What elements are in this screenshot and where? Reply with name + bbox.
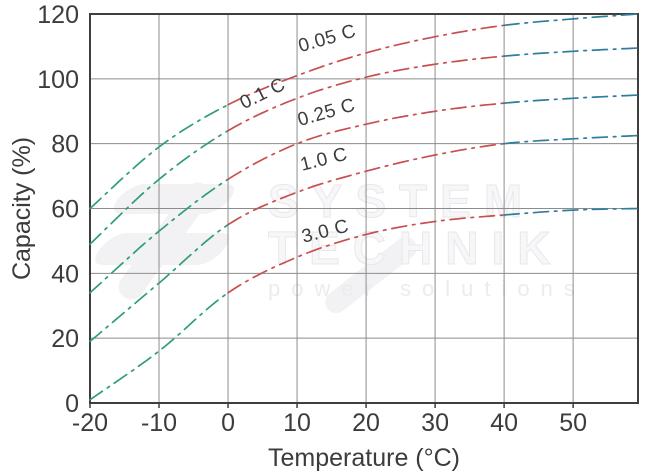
curve-1.0C-zone2: [503, 134, 639, 145]
x-tick-label-40: 40: [490, 409, 518, 437]
x-tick-label-30: 30: [421, 409, 449, 437]
curve-label-0.25C: 0.25 C: [295, 95, 357, 131]
y-tick-label-100: 100: [37, 66, 79, 94]
y-axis-title: Capacity (%): [8, 137, 36, 280]
x-tick-label-50: 50: [559, 409, 587, 437]
curve-3.0C-zone0: [89, 291, 229, 401]
x-tick-label-10: 10: [283, 409, 311, 437]
y-tick-label-40: 40: [51, 260, 79, 288]
x-axis-title: Temperature (°C): [268, 444, 460, 472]
y-tick-label-0: 0: [65, 390, 79, 418]
curve-3.0C-zone1: [227, 214, 505, 294]
x-tick-label-0: 0: [221, 409, 235, 437]
x-tick-label--20: -20: [72, 409, 108, 437]
curve-0.1C-zone2: [503, 47, 639, 57]
curve-label-1.0C: 1.0 C: [298, 144, 350, 176]
y-tick-label-80: 80: [51, 131, 79, 159]
x-tick-label--10: -10: [141, 409, 177, 437]
curve-0.25C-zone1: [227, 102, 505, 181]
curve-label-3.0C: 3.0 C: [300, 216, 352, 248]
curve-0.05C-zone0: [89, 103, 229, 210]
y-tick-label-20: 20: [51, 325, 79, 353]
curve-1.0C-zone0: [89, 223, 229, 343]
curve-0.25C-zone2: [503, 94, 639, 104]
curve-1.0C-zone1: [227, 142, 505, 226]
curve-0.05C-zone2: [503, 13, 639, 27]
curve-3.0C-zone2: [503, 207, 639, 216]
curve-label-0.05C: 0.05 C: [296, 21, 358, 57]
y-tick-label-60: 60: [51, 196, 79, 224]
curve-0.05C-zone1: [227, 24, 505, 106]
y-tick-label-120: 120: [37, 1, 79, 29]
curve-0.1C-zone0: [89, 129, 229, 246]
x-tick-label-20: 20: [352, 409, 380, 437]
curve-0.25C-zone0: [89, 178, 229, 294]
curve-0.1C-zone1: [227, 55, 505, 132]
curve-label-0.1C: 0.1 C: [237, 74, 289, 114]
